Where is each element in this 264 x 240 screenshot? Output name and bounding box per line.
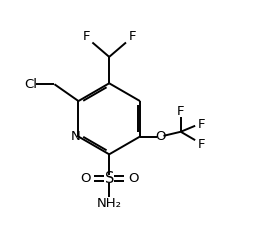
Text: S: S <box>105 171 114 186</box>
Text: O: O <box>155 130 166 143</box>
Text: F: F <box>198 138 206 151</box>
Text: F: F <box>177 105 185 118</box>
Text: F: F <box>83 30 90 43</box>
Text: Cl: Cl <box>24 78 37 91</box>
Text: N: N <box>70 130 80 143</box>
Text: F: F <box>128 30 136 43</box>
Text: O: O <box>128 172 138 185</box>
Text: F: F <box>198 118 206 131</box>
Text: NH₂: NH₂ <box>97 197 122 210</box>
Text: O: O <box>80 172 91 185</box>
